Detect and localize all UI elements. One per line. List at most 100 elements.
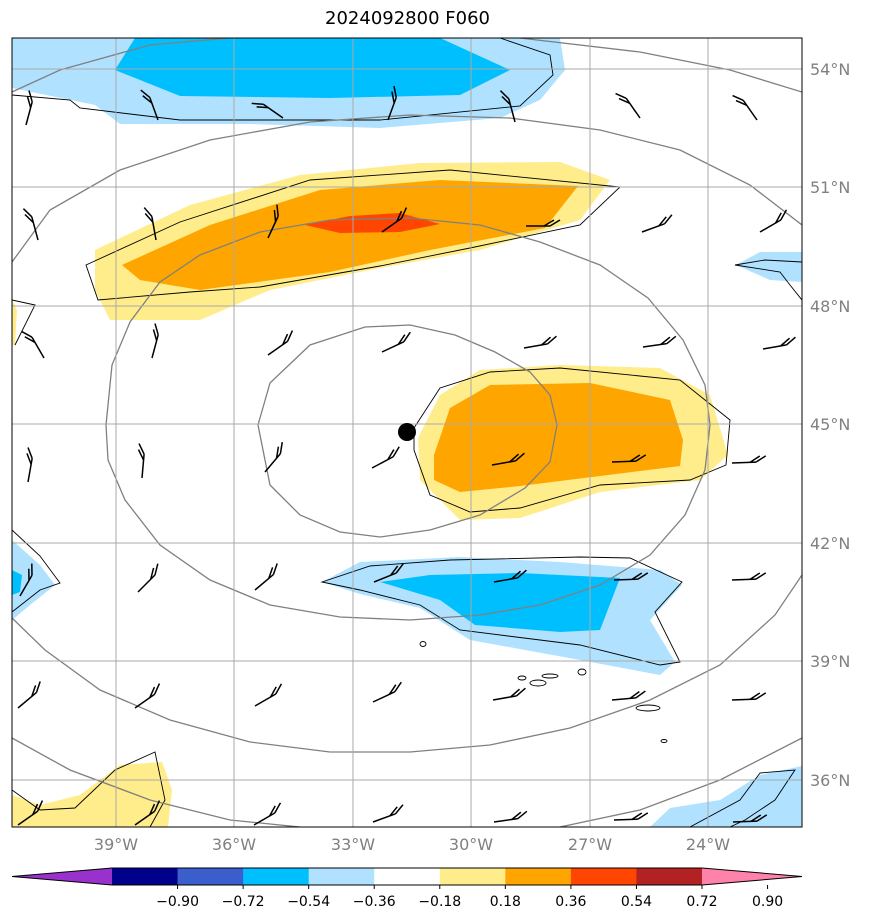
pressure-contour <box>559 737 802 827</box>
lon-label-33w: 33°W <box>331 835 375 854</box>
wind-barb <box>731 455 767 464</box>
contour-line <box>12 529 61 613</box>
colorbar-tick-label: −0.90 <box>156 894 199 910</box>
anomaly-contour-lines <box>12 38 802 827</box>
anomaly-area-south-blue <box>380 573 620 632</box>
wind-barb <box>251 683 286 707</box>
pressure-contour <box>257 324 558 538</box>
lat-label-39n: 39°N <box>810 652 850 671</box>
contour-line <box>419 641 427 647</box>
colorbar-outline <box>11 867 803 886</box>
colorbar-segment <box>636 868 703 885</box>
contour-line <box>517 675 527 681</box>
wind-barb <box>491 687 528 701</box>
colorbar-extend-high <box>702 868 802 885</box>
wind-barb <box>731 692 767 701</box>
lat-label-42n: 42°N <box>810 534 850 553</box>
lon-label-30w: 30°W <box>449 835 493 854</box>
wind-barb <box>492 810 529 823</box>
wind-barb <box>250 562 282 591</box>
pressure-contour <box>519 38 802 93</box>
contour-line <box>734 259 802 301</box>
anomaly-area-southeast-light-blue <box>650 766 802 827</box>
wind-barb <box>130 682 164 709</box>
lat-label-36n: 36°N <box>810 771 850 790</box>
colorbar: −0.90 −0.72 −0.54 −0.36 −0.18 0.18 0.36 0.54 0.7… <box>11 867 803 910</box>
storm-center-dot <box>398 423 416 441</box>
colorbar-segment <box>112 868 179 885</box>
contour-line <box>320 556 683 666</box>
colorbar-tick-label: 0.72 <box>686 894 717 910</box>
pressure-contour <box>105 217 711 621</box>
pressure-contour <box>12 38 231 93</box>
lon-label-36w: 36°W <box>212 835 256 854</box>
wind-barb <box>731 572 767 581</box>
lat-label-45n: 45°N <box>810 415 850 434</box>
wind-barb <box>263 329 297 356</box>
longitude-labels: 39°W 36°W 33°W 30°W 27°W 24°W <box>94 835 730 854</box>
contour-line <box>577 668 587 676</box>
colorbar-tick-label: −0.18 <box>418 894 461 910</box>
colorbar-tick-label: 0.90 <box>752 894 783 910</box>
wind-barb <box>145 322 162 359</box>
colorbar-tick-label: −0.36 <box>353 894 396 910</box>
contour-line <box>12 38 554 121</box>
wind-barb <box>369 681 405 703</box>
map-title: 2024092800 F060 <box>325 8 490 29</box>
wind-barb <box>378 331 414 353</box>
contour-line <box>689 769 796 827</box>
colorbar-tick-label: 0.18 <box>490 894 521 910</box>
pressure-contour <box>12 737 301 827</box>
anomaly-area-west-blue <box>12 570 22 595</box>
contour-line <box>660 739 668 743</box>
wind-barb <box>135 442 146 479</box>
latitude-labels: 54°N 51°N 48°N 45°N 42°N 39°N 36°N <box>810 60 850 790</box>
anomaly-area-north-orange <box>122 180 578 290</box>
anomaly-area-north-blue <box>115 38 510 98</box>
colorbar-segment <box>177 868 244 885</box>
contour-line <box>635 704 661 712</box>
pressure-contour-lines <box>12 38 802 827</box>
anomaly-area-west-light-blue <box>12 540 55 620</box>
wind-barb <box>761 336 798 350</box>
contour-line <box>12 751 166 827</box>
colorbar-segment <box>439 868 506 885</box>
lat-label-48n: 48°N <box>810 297 850 316</box>
colorbar-segment <box>243 868 310 885</box>
colorbar-extend-low <box>12 868 112 885</box>
colorbar-segment <box>505 868 572 885</box>
anomaly-area-west-edge-light-yellow <box>12 300 17 345</box>
colorbar-segment <box>374 868 441 885</box>
wind-barb <box>13 680 45 709</box>
colorbar-tick-label: 0.54 <box>621 894 652 910</box>
plot-frame <box>11 37 803 828</box>
colorbar-tick-label: −0.54 <box>287 894 330 910</box>
contour-line <box>12 299 36 346</box>
wind-barb <box>639 213 675 233</box>
pressure-contour <box>12 114 802 263</box>
graticule-grid <box>12 38 802 827</box>
anomaly-area-southwest-light-yellow <box>12 762 172 827</box>
wind-barb <box>370 803 406 823</box>
colorbar-tick-label: −0.72 <box>222 894 265 910</box>
pressure-contour <box>12 574 802 753</box>
wind-barb <box>133 562 163 593</box>
wind-barb <box>731 91 758 125</box>
wind-barb <box>21 446 35 483</box>
colorbar-segment <box>570 868 637 885</box>
anomaly-area-east-light-blue <box>736 252 802 282</box>
contour-line <box>541 673 559 679</box>
lon-label-39w: 39°W <box>94 835 138 854</box>
lat-label-51n: 51°N <box>810 178 850 197</box>
colorbar-tick-label: 0.36 <box>555 894 586 910</box>
wind-barb <box>641 335 678 348</box>
lon-label-24w: 24°W <box>686 835 730 854</box>
wind-barb <box>614 89 641 123</box>
wind-barb <box>522 335 559 349</box>
wind-barb <box>756 209 791 233</box>
wind-barb <box>21 327 45 362</box>
lat-label-54n: 54°N <box>810 60 850 79</box>
lon-label-27w: 27°W <box>568 835 612 854</box>
wind-barb <box>368 445 403 469</box>
